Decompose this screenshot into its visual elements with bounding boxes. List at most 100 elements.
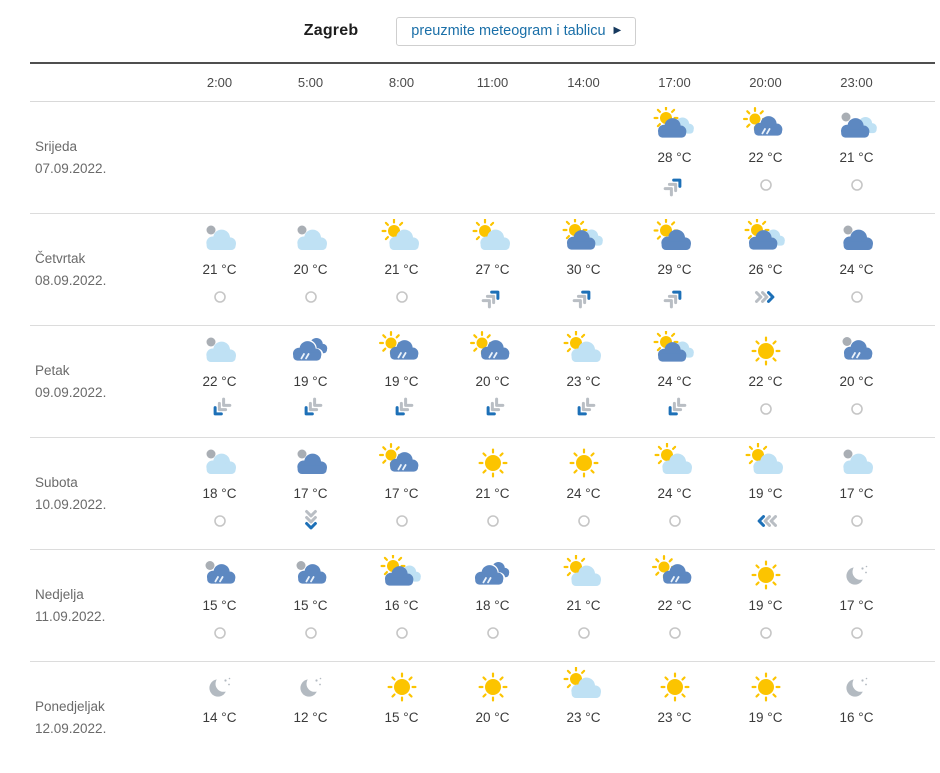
temperature-value: 19 °C (748, 710, 783, 725)
day-name: Nedjelja (35, 586, 84, 602)
wind-icon-box (299, 285, 323, 309)
forecast-cell: 22 °C (174, 326, 265, 437)
forecast-day-row: Četvrtak 08.09.2022. 21 °C 20 °C 21 °C 2… (30, 214, 935, 326)
clear-night-icon (208, 675, 231, 697)
temperature-value: 14 °C (202, 710, 237, 725)
weather-icon-box (831, 443, 883, 483)
weather-icon-box (467, 331, 519, 371)
night-light-cloud-icon (205, 225, 236, 250)
temperature-value: 22 °C (657, 598, 692, 613)
night-light-cloud-icon (296, 225, 327, 250)
temperature-value: 21 °C (475, 486, 510, 501)
wind-calm-icon (304, 627, 317, 639)
temperature-value: 19 °C (748, 598, 783, 613)
weather-icon-box (467, 219, 519, 259)
day-label: Četvrtak 08.09.2022. (30, 214, 174, 325)
forecast-cell: 15 °C (174, 550, 265, 661)
day-date: 11.09.2022. (35, 608, 106, 624)
forecast-cell: 18 °C (174, 438, 265, 549)
forecast-cell (174, 102, 265, 213)
wind-icon-box (845, 397, 869, 421)
wind-calm-icon (850, 515, 863, 527)
weather-icon-box (285, 331, 337, 371)
temperature-value: 24 °C (839, 262, 874, 277)
wind-calm-icon (577, 627, 590, 639)
wind-icon-box (754, 397, 778, 421)
temperature-value: 21 °C (566, 598, 601, 613)
partly-sunny-two-clouds-icon (561, 219, 603, 250)
page-header: Zagreb preuzmite meteogram i tablicu ▶ (0, 0, 940, 62)
wind-SW-icon (577, 397, 595, 416)
night-light-cloud-icon (842, 449, 873, 474)
wind-calm-icon (577, 515, 590, 527)
forecast-cell: 17 °C (811, 438, 902, 549)
partly-sunny-light-icon (653, 443, 692, 474)
forecast-cell: 23 °C (538, 326, 629, 437)
wind-icon-box (572, 621, 596, 645)
forecast-rows: Srijeda 07.09.2022. 28 °C 22 °C 21 °C (30, 102, 935, 773)
forecast-cell: 12 °C (265, 662, 356, 773)
forecast-cell: 17 °C (356, 438, 447, 549)
forecast-cell: 21 °C (174, 214, 265, 325)
wind-calm-icon (395, 627, 408, 639)
temperature-value: 22 °C (202, 374, 237, 389)
night-rain-cloud-icon (205, 561, 235, 584)
weather-icon-box (831, 219, 883, 259)
forecast-cell: 17 °C (811, 550, 902, 661)
weather-icon-box (558, 443, 610, 483)
wind-calm-icon (850, 403, 863, 415)
time-column-header: 11:00 (476, 75, 509, 90)
day-label: Srijeda 07.09.2022. (30, 102, 174, 213)
weather-icon-box (194, 443, 246, 483)
weather-icon-box (558, 555, 610, 595)
wind-icon-box (478, 285, 508, 309)
wind-icon-box (208, 285, 232, 309)
day-name: Ponedjeljak (35, 698, 105, 714)
forecast-cell: 19 °C (265, 326, 356, 437)
weather-icon-box (831, 107, 883, 147)
weather-icon-box (740, 219, 792, 259)
temperature-value: 30 °C (566, 262, 601, 277)
forecast-cell: 19 °C (720, 550, 811, 661)
time-column-header: 14:00 (567, 75, 600, 90)
sunny-icon (751, 560, 781, 590)
temperature-value: 19 °C (384, 374, 419, 389)
temperature-value: 20 °C (293, 262, 328, 277)
partly-sunny-two-clouds-icon (379, 555, 421, 586)
weather-icon-box (740, 555, 792, 595)
wind-icon-box (296, 397, 326, 421)
wind-icon-box (481, 509, 505, 533)
forecast-day-row: Ponedjeljak 12.09.2022. 14 °C 12 °C 15 °… (30, 662, 935, 773)
time-column-header: 20:00 (749, 75, 782, 90)
partly-sunny-light-icon (562, 667, 601, 698)
partly-sunny-light-icon (744, 443, 783, 474)
forecast-cell (356, 102, 447, 213)
wind-SW-icon (395, 397, 413, 416)
wind-calm-icon (395, 291, 408, 303)
partly-sunny-light-icon (562, 555, 601, 586)
forecast-cell: 22 °C (629, 550, 720, 661)
wind-icon-box (751, 285, 781, 309)
wind-W-icon (757, 515, 777, 527)
rain-two-clouds-icon (290, 337, 327, 362)
temperature-value: 20 °C (839, 374, 874, 389)
download-meteogram-button[interactable]: preuzmite meteogram i tablicu ▶ (396, 16, 637, 46)
sun-rain-cloud-icon (378, 443, 418, 472)
weather-icon-box (831, 555, 883, 595)
partly-sunny-light-icon (562, 331, 601, 362)
sunny-icon (478, 448, 508, 478)
night-blue-cloud-icon (296, 449, 327, 474)
wind-icon-box (754, 173, 778, 197)
night-rain-cloud-icon (296, 561, 326, 584)
forecast-cell (447, 102, 538, 213)
sunny-icon (387, 672, 417, 702)
time-column-header: 17:00 (658, 75, 691, 90)
temperature-value: 23 °C (566, 374, 601, 389)
weather-icon-box (285, 555, 337, 595)
temperature-value: 27 °C (475, 262, 510, 277)
temperature-value: 15 °C (202, 598, 237, 613)
wind-icon-box (572, 509, 596, 533)
temperature-value: 16 °C (384, 598, 419, 613)
wind-calm-icon (850, 179, 863, 191)
forecast-day-row: Srijeda 07.09.2022. 28 °C 22 °C 21 °C (30, 102, 935, 214)
